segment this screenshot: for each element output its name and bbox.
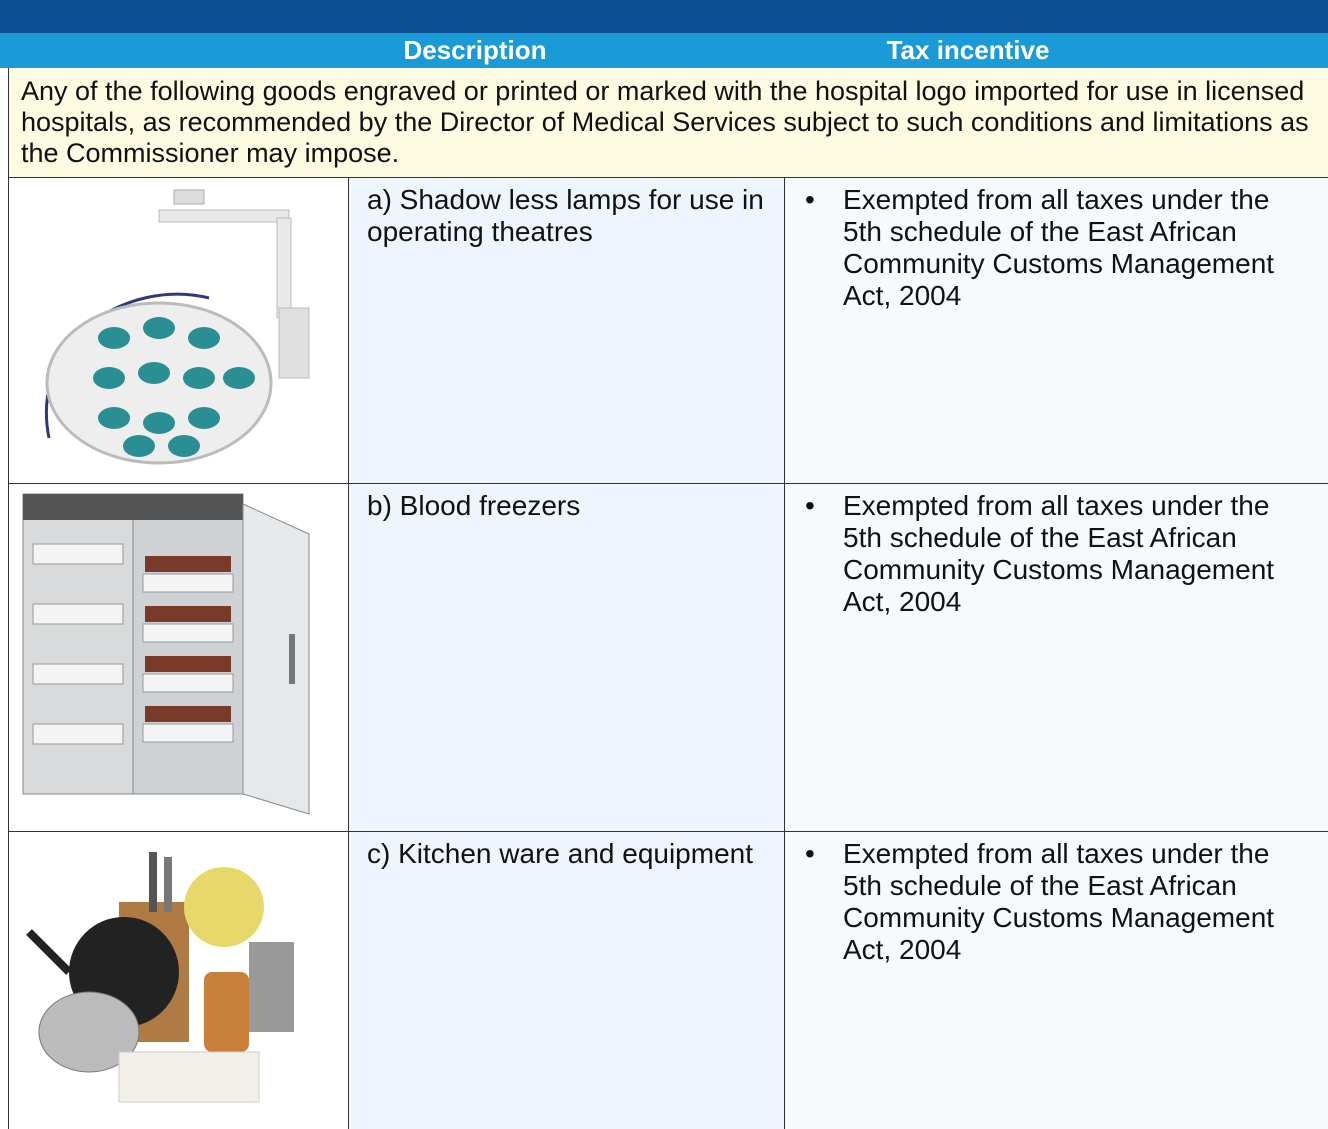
column-header: Tax incentive <box>886 35 1050 65</box>
image-cell <box>8 178 348 484</box>
tax-incentive: Exempted from all taxes under the 5th sc… <box>784 832 1328 1129</box>
description: b) Blood freezers <box>348 484 784 832</box>
header-row: Description Tax incentive <box>0 33 1328 68</box>
tax-incentive: Exempted from all taxes under the 5th sc… <box>784 484 1328 832</box>
lamp-image <box>45 189 310 465</box>
top-bar <box>0 0 1328 33</box>
column-header: Description <box>403 35 547 65</box>
freezer-image <box>22 493 310 815</box>
image-cell <box>8 832 348 1129</box>
tax-incentive: Exempted from all taxes under the 5th sc… <box>784 178 1328 484</box>
intro-text: Any of the following goods engraved or p… <box>8 68 1328 178</box>
kitchenware-image <box>26 852 294 1103</box>
description: c) Kitchen ware and equipment <box>348 832 784 1129</box>
description: a) Shadow less lamps for use in operatin… <box>348 178 784 484</box>
image-cell <box>8 484 348 832</box>
